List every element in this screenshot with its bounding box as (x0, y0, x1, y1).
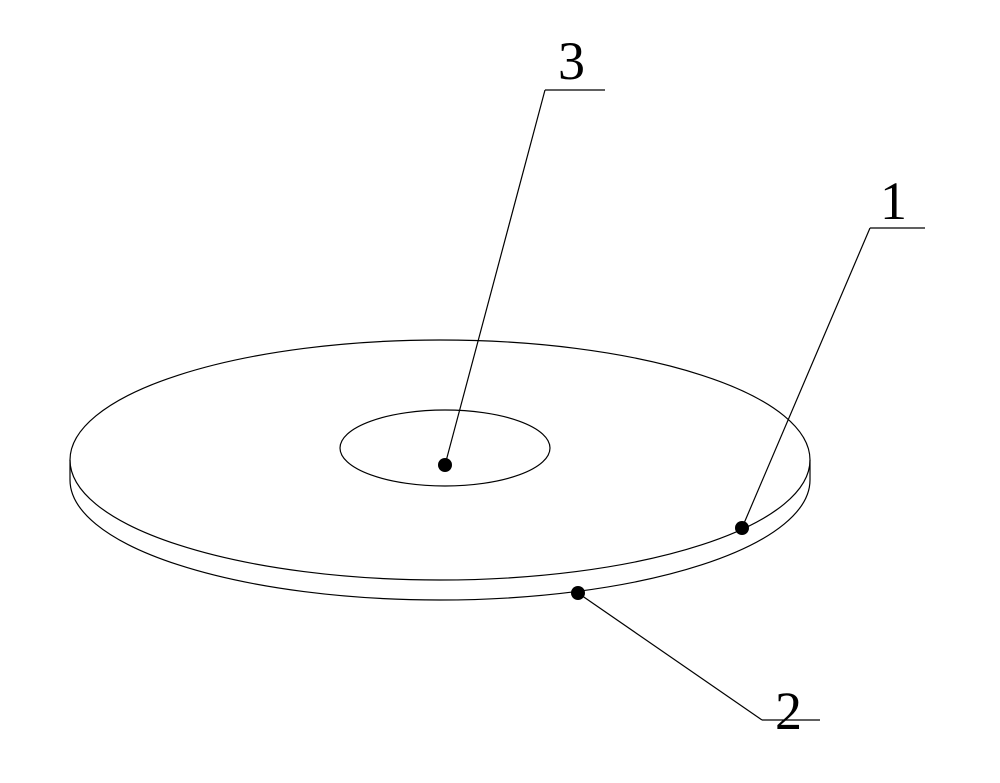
callout-label-2: 2 (775, 680, 802, 742)
disc-body (70, 340, 810, 600)
leader-line-3 (445, 90, 545, 465)
callout-1 (735, 228, 925, 535)
callout-label-3: 3 (558, 30, 585, 92)
disc-top-ellipse (70, 340, 810, 580)
callout-dot-2 (571, 586, 585, 600)
disc-bottom-arc (70, 480, 810, 600)
callout-label-1: 1 (880, 170, 907, 232)
callout-dot-3 (438, 458, 452, 472)
callout-3 (438, 90, 605, 472)
disc-inner-circle (340, 410, 550, 486)
leader-line-1 (742, 228, 870, 528)
diagram-canvas (0, 0, 1000, 783)
leader-line-2 (578, 593, 762, 720)
callout-dot-1 (735, 521, 749, 535)
